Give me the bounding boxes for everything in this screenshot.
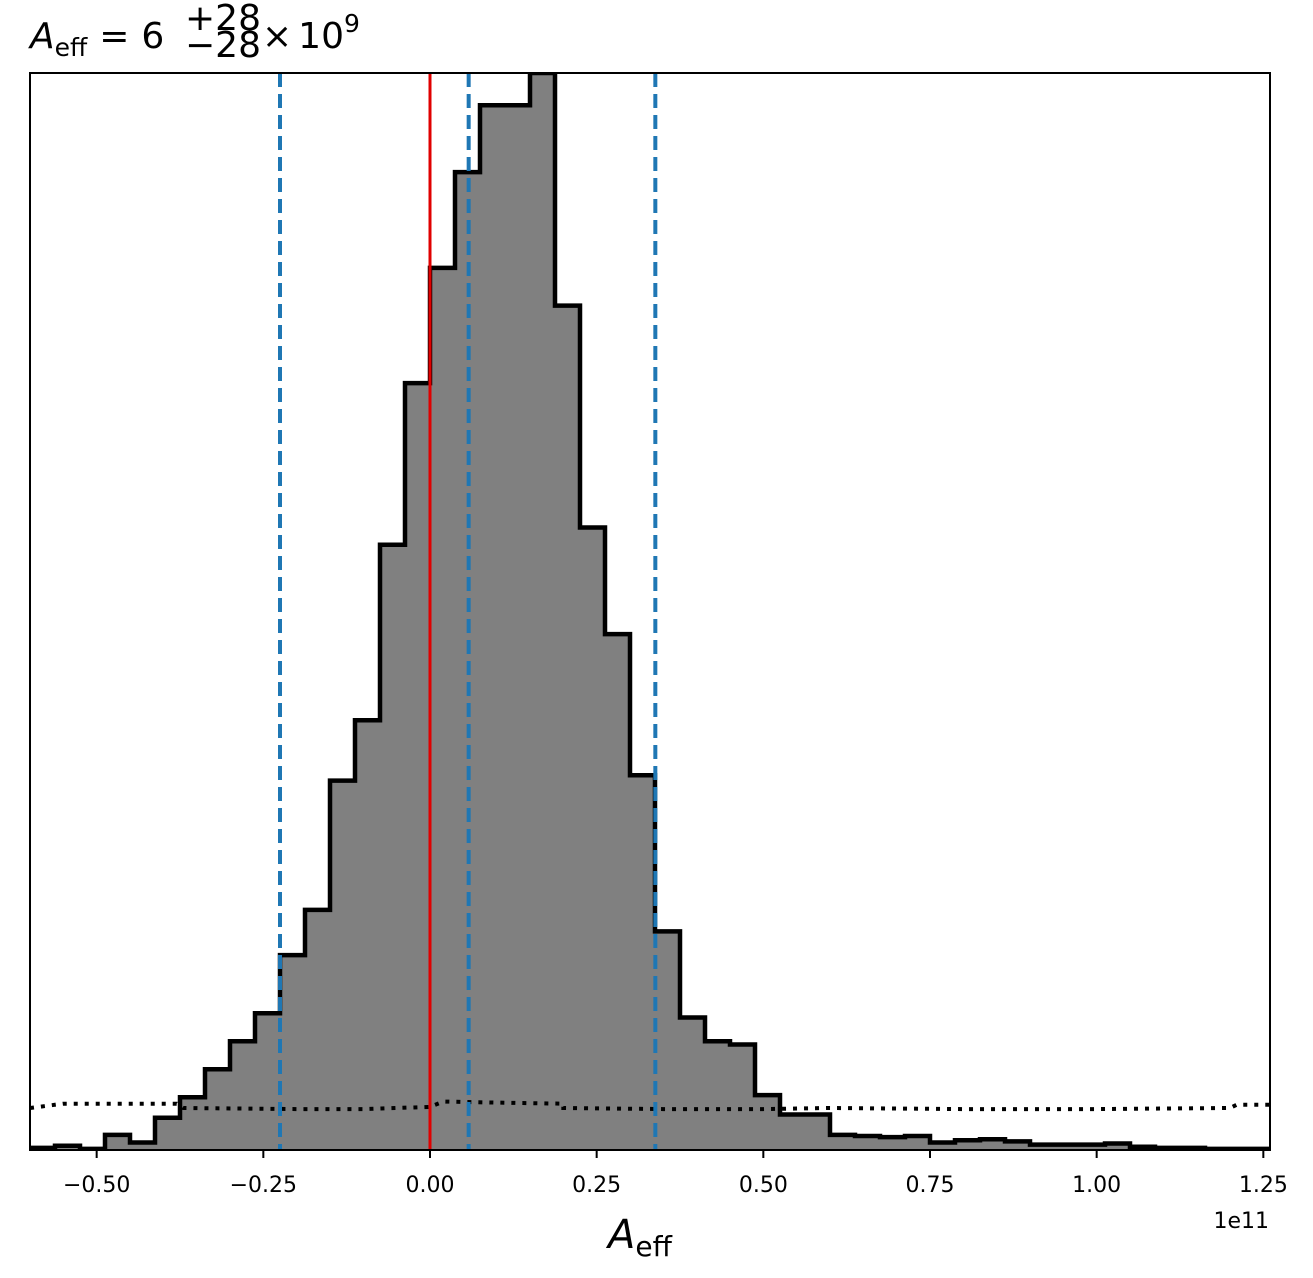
title-power: × 109 <box>262 9 360 57</box>
histogram-bar <box>880 1137 906 1150</box>
x-tick-label: 1.25 <box>1239 1173 1288 1198</box>
histogram-bar <box>505 105 531 1150</box>
histogram-bar <box>705 1041 731 1150</box>
histogram-outline <box>30 73 1270 1150</box>
histogram-bar <box>955 1140 981 1150</box>
histogram-bar <box>380 544 406 1150</box>
x-tick-label: 0.25 <box>572 1173 621 1198</box>
histogram-bar <box>280 955 306 1150</box>
xlabel-symbol: A <box>605 1212 635 1258</box>
histogram-bar <box>780 1114 806 1150</box>
histogram-bar <box>180 1097 206 1150</box>
title-times: × <box>262 16 292 57</box>
histogram-bar <box>980 1139 1006 1150</box>
histogram-bar <box>655 931 681 1150</box>
histogram-bar <box>830 1134 856 1150</box>
chart-title: Aeff = 6 <box>28 16 164 62</box>
title-lower: −28 <box>185 25 261 66</box>
histogram-bar <box>1005 1141 1031 1150</box>
histogram-bar <box>1080 1144 1106 1150</box>
histogram-bar <box>805 1114 831 1150</box>
histogram-bar <box>155 1117 181 1150</box>
histogram-bar <box>305 909 331 1150</box>
histogram-bar <box>730 1044 756 1150</box>
histogram-bar <box>405 383 431 1150</box>
histogram-bar <box>355 720 381 1150</box>
title-upper: +28 <box>185 0 261 39</box>
histogram-bar <box>605 634 631 1150</box>
plot-frame <box>29 72 1271 1151</box>
histogram-bar <box>530 73 556 1150</box>
histogram-bar <box>1030 1144 1056 1150</box>
histogram-bar <box>255 1013 281 1150</box>
xlabel-subscript: eff <box>635 1230 672 1263</box>
plot-area: −0.50 −0.25 0.00 0.25 0.50 0.75 1.00 1.25 <box>29 72 1288 1198</box>
x-axis-label: Aeff <box>605 1212 673 1263</box>
histogram-bar <box>430 267 456 1150</box>
histogram-bar <box>580 527 606 1150</box>
x-tick-label: −0.50 <box>63 1173 130 1198</box>
title-symbol: A <box>28 16 55 57</box>
histogram-bar <box>755 1095 781 1150</box>
histogram-bar <box>1105 1143 1131 1150</box>
histogram-bar <box>905 1135 931 1150</box>
histogram-bar <box>130 1142 156 1150</box>
x-tick-label: 0.50 <box>739 1173 788 1198</box>
x-tick-label: 0.75 <box>906 1173 955 1198</box>
histogram-bar <box>105 1134 131 1150</box>
title-base: 10 <box>298 16 344 57</box>
histogram-bar <box>480 105 506 1150</box>
histogram-bar <box>230 1041 256 1150</box>
histogram-bar <box>330 780 356 1150</box>
histogram-bar <box>555 305 581 1150</box>
x-offset-label: 1e11 <box>1213 1209 1269 1234</box>
histogram-bar <box>680 1017 706 1150</box>
histogram-bar <box>630 775 656 1150</box>
x-tick-label: −0.25 <box>230 1173 297 1198</box>
title-median: 6 <box>141 16 164 57</box>
title-exponent: 9 <box>344 9 360 38</box>
x-tick-label: 0.00 <box>406 1173 455 1198</box>
title-subscript: eff <box>55 33 88 62</box>
x-tick-label: 1.00 <box>1072 1173 1121 1198</box>
title-equals: = <box>99 16 129 57</box>
histogram-bar <box>930 1142 956 1150</box>
histogram-bar <box>1055 1144 1081 1150</box>
histogram-bar <box>855 1135 881 1150</box>
